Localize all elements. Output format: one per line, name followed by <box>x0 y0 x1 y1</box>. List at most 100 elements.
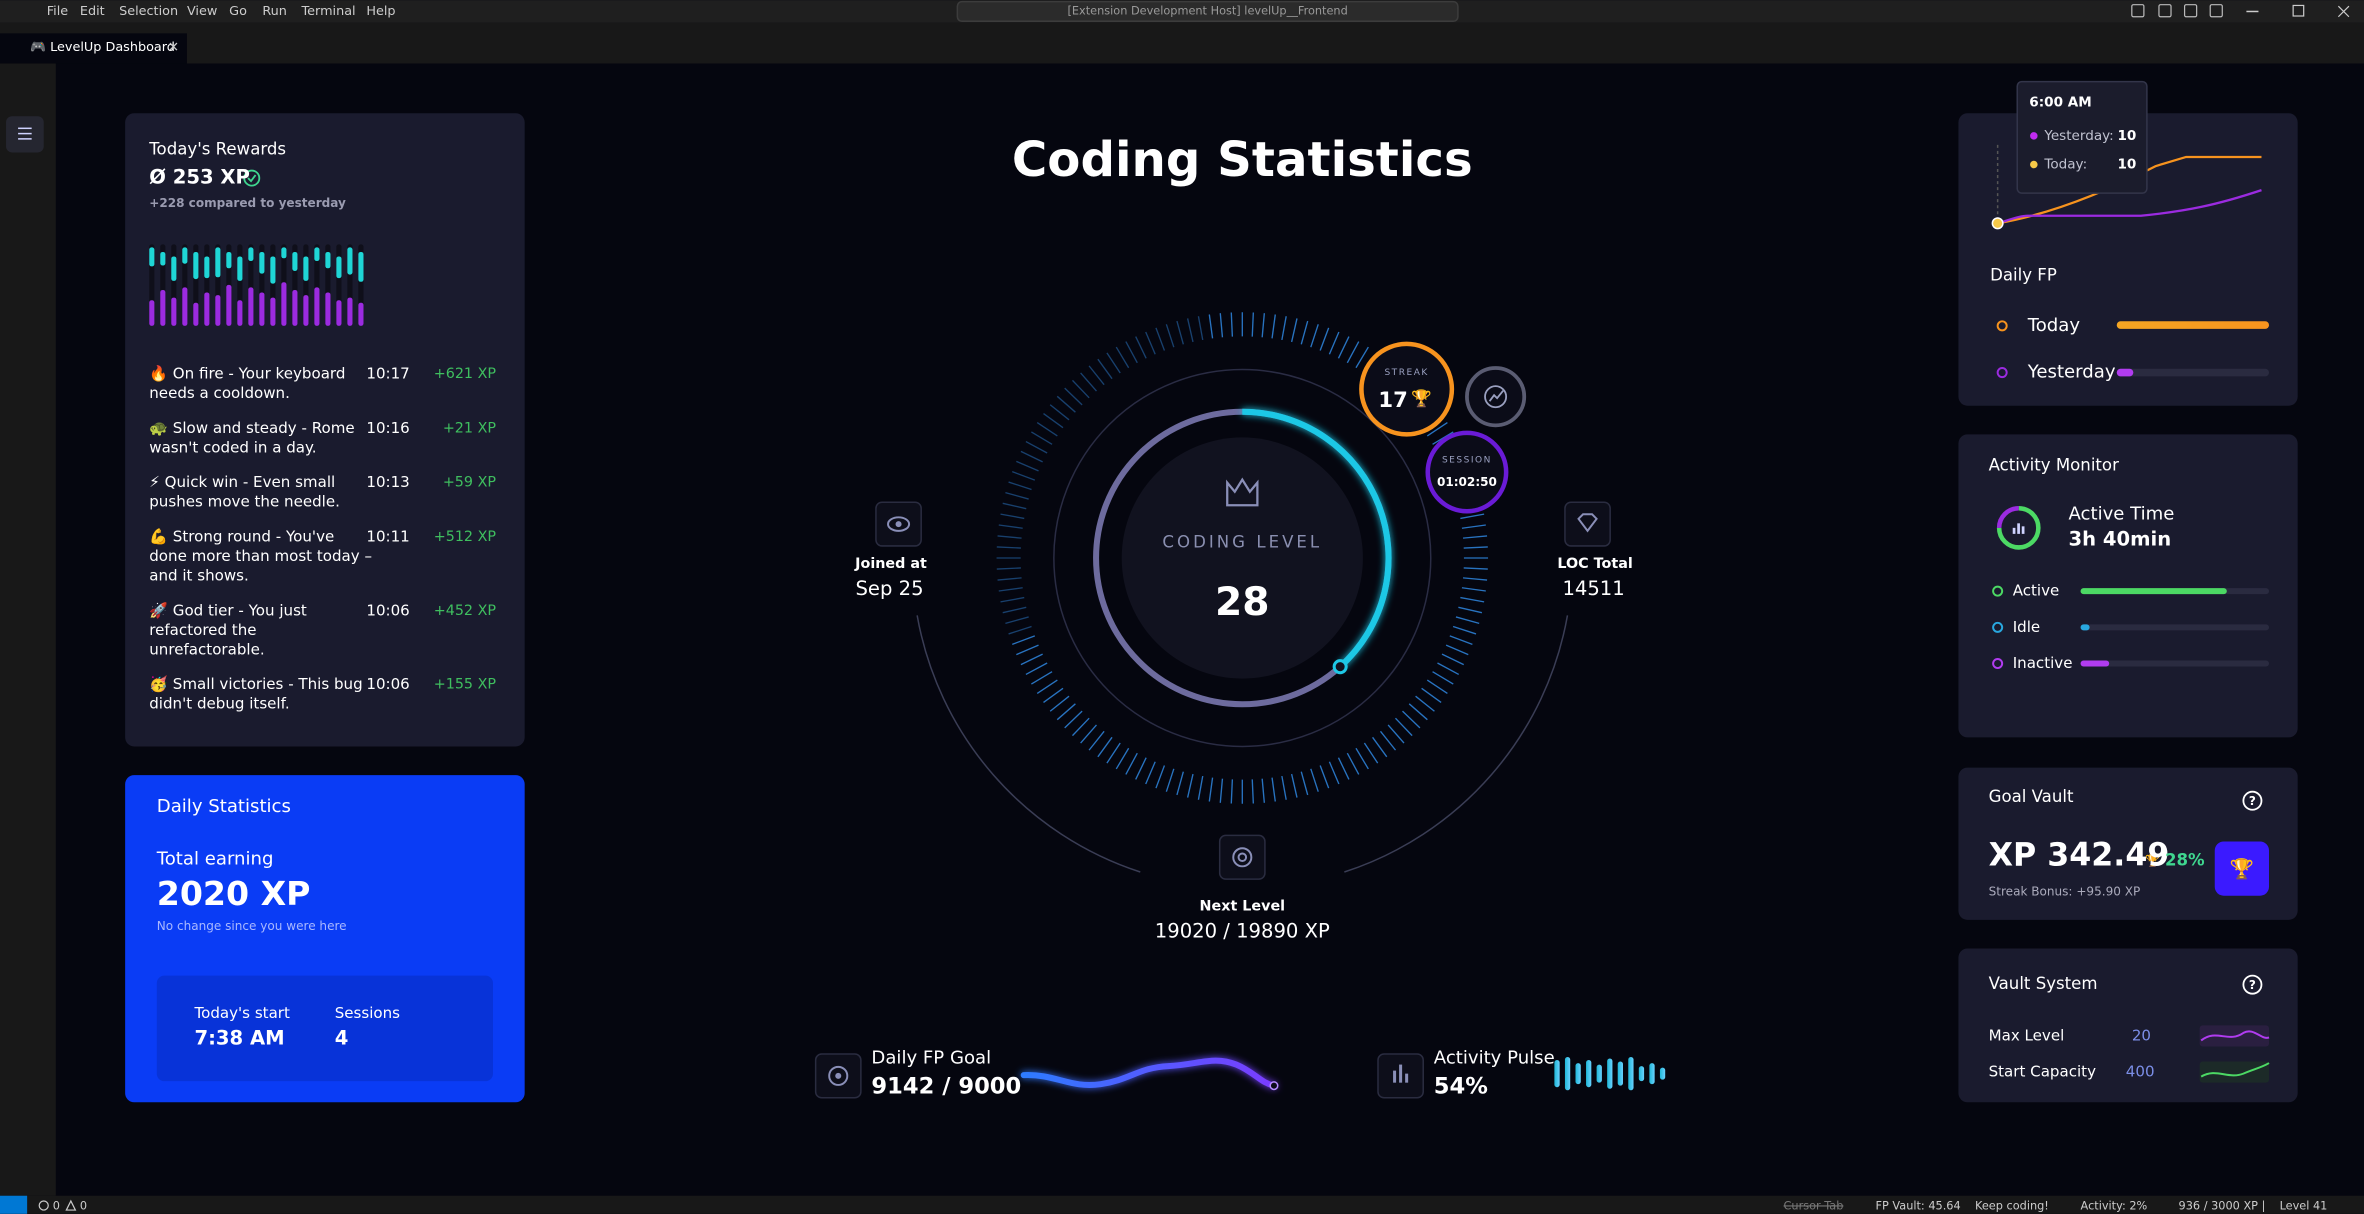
legend-label: Today <box>2027 315 2081 336</box>
reward-bar-purple <box>149 300 155 326</box>
gauge-tick <box>1000 596 1025 603</box>
status-warnings[interactable]: 0 <box>80 1199 87 1212</box>
reward-bar-cyan <box>358 251 364 282</box>
mid-ring <box>1053 368 1432 748</box>
menu-item[interactable]: View <box>187 4 217 19</box>
gauge-tick <box>1455 616 1480 625</box>
search-box[interactable] <box>956 0 1459 23</box>
gauge-tick <box>1135 336 1147 359</box>
gauge-tick <box>1290 773 1298 798</box>
layout-button[interactable] <box>2183 4 2198 18</box>
gauge-tick <box>1155 765 1166 789</box>
activity-label: Inactive <box>2013 654 2073 672</box>
reward-text: 🐢 Slow and steady - Rome <box>149 419 354 437</box>
active-time-label: Active Time <box>2069 503 2175 524</box>
tooltip-value: 10 <box>2117 157 2136 173</box>
reward-bar-purple <box>358 302 364 326</box>
reward-bar-cyan <box>303 256 309 281</box>
activity-label: Idle <box>2013 618 2040 636</box>
gauge-tick <box>996 567 1021 570</box>
activity-label: Active <box>2013 582 2060 600</box>
gauge-tick <box>1461 587 1486 592</box>
status-errors[interactable]: 0 <box>53 1199 60 1212</box>
gauge-tick <box>1458 606 1483 614</box>
level-label: CODING LEVEL <box>1162 532 1322 551</box>
pulse-bar <box>1564 1057 1571 1091</box>
maximize[interactable] <box>2292 4 2305 17</box>
legend-label: Yesterday <box>2027 362 2116 383</box>
fp-wave <box>1020 1057 1277 1089</box>
status-level[interactable]: Level 41 <box>2280 1199 2328 1212</box>
info-value: 19020 / 19890 XP <box>1155 919 1330 942</box>
gauge-tick <box>1379 730 1397 751</box>
activity-ring-bar <box>2017 523 2020 534</box>
layout-button[interactable] <box>2209 4 2223 18</box>
menu-item[interactable]: Terminal <box>301 4 356 19</box>
streak-bubble <box>1359 341 1455 437</box>
vault-button[interactable] <box>2214 841 2270 896</box>
activity-card <box>1958 434 2298 738</box>
gauge-tick <box>1088 730 1105 751</box>
goal-vault-card <box>1958 767 2298 920</box>
status-cursor-tab[interactable]: Cursor Tab <box>1784 1199 1844 1212</box>
help-icon[interactable] <box>2242 974 2263 995</box>
gauge-tick <box>1186 773 1194 798</box>
reward-bar-cyan <box>193 251 199 280</box>
gauge-tick <box>1355 346 1369 369</box>
tab-close[interactable]: ✕ <box>168 40 179 56</box>
tab-title[interactable]: 🎮 LevelUp Dashboard <box>30 40 175 55</box>
mini-chart-bg <box>2199 1061 2270 1083</box>
gauge-tick <box>1310 768 1319 792</box>
menu-item[interactable]: Run <box>262 4 287 19</box>
close[interactable] <box>2337 5 2350 18</box>
target-icon <box>1232 847 1253 868</box>
help-icon[interactable] <box>2242 790 2263 811</box>
gauge-tick <box>1002 502 1027 510</box>
reward-bar-cyan <box>336 256 342 279</box>
reward-bar-purple <box>226 284 232 326</box>
check-icon <box>243 169 261 187</box>
status-bar <box>0 1195 2364 1214</box>
status-activity[interactable]: Activity: 2% <box>2081 1199 2148 1212</box>
pulse-bar <box>1649 1063 1655 1085</box>
status-xp[interactable]: 936 / 3000 XP | <box>2179 1199 2266 1212</box>
gauge-tick <box>1445 644 1469 656</box>
status-fp-vault[interactable]: FP Vault: 45.64 <box>1876 1199 1961 1212</box>
active-time-value: 3h 40min <box>2069 527 2172 550</box>
status-keep-coding[interactable]: Keep coding! <box>1975 1199 2049 1212</box>
gauge-tick <box>1394 717 1413 737</box>
gauge-tick <box>1372 736 1388 758</box>
menu-item[interactable]: Go <box>229 4 247 19</box>
layout-button[interactable] <box>2158 4 2172 18</box>
today-bar <box>2116 321 2270 329</box>
gauge-tick <box>1462 535 1488 539</box>
stat-value: 2020 XP <box>157 874 311 913</box>
menu-item[interactable]: Edit <box>80 4 105 19</box>
gauge-tick <box>1346 752 1360 775</box>
gauge-tick <box>1049 695 1070 712</box>
gauge-tick <box>1281 316 1287 341</box>
gauge-tick <box>1036 679 1058 694</box>
vault-number: 400 <box>2126 1063 2155 1081</box>
menu-item[interactable]: Help <box>366 4 395 19</box>
layout-button[interactable] <box>2131 4 2145 18</box>
reward-bar-purple <box>314 287 320 326</box>
trend-icon <box>1484 385 1508 409</box>
active-tab[interactable] <box>0 33 187 64</box>
activity-bar <box>2080 624 2090 631</box>
remote-indicator[interactable] <box>0 1195 28 1214</box>
reward-text: 🚀 God tier - You just <box>149 601 307 619</box>
menu-item[interactable]: Selection <box>119 4 178 19</box>
gauge-tick <box>1463 567 1488 570</box>
reward-bar-cyan <box>270 256 276 284</box>
reward-bar-cyan <box>204 256 210 279</box>
reward-bar-cyan <box>292 251 298 271</box>
reward-bar-purple <box>292 289 298 326</box>
reward-text: wasn't coded in a day. <box>149 438 316 456</box>
gauge-tick <box>1145 331 1156 355</box>
gauge-tick <box>996 546 1021 549</box>
reward-xp: +621 XP <box>434 366 497 382</box>
menu-item[interactable]: File <box>47 4 69 19</box>
reward-bar-cyan <box>259 251 265 274</box>
